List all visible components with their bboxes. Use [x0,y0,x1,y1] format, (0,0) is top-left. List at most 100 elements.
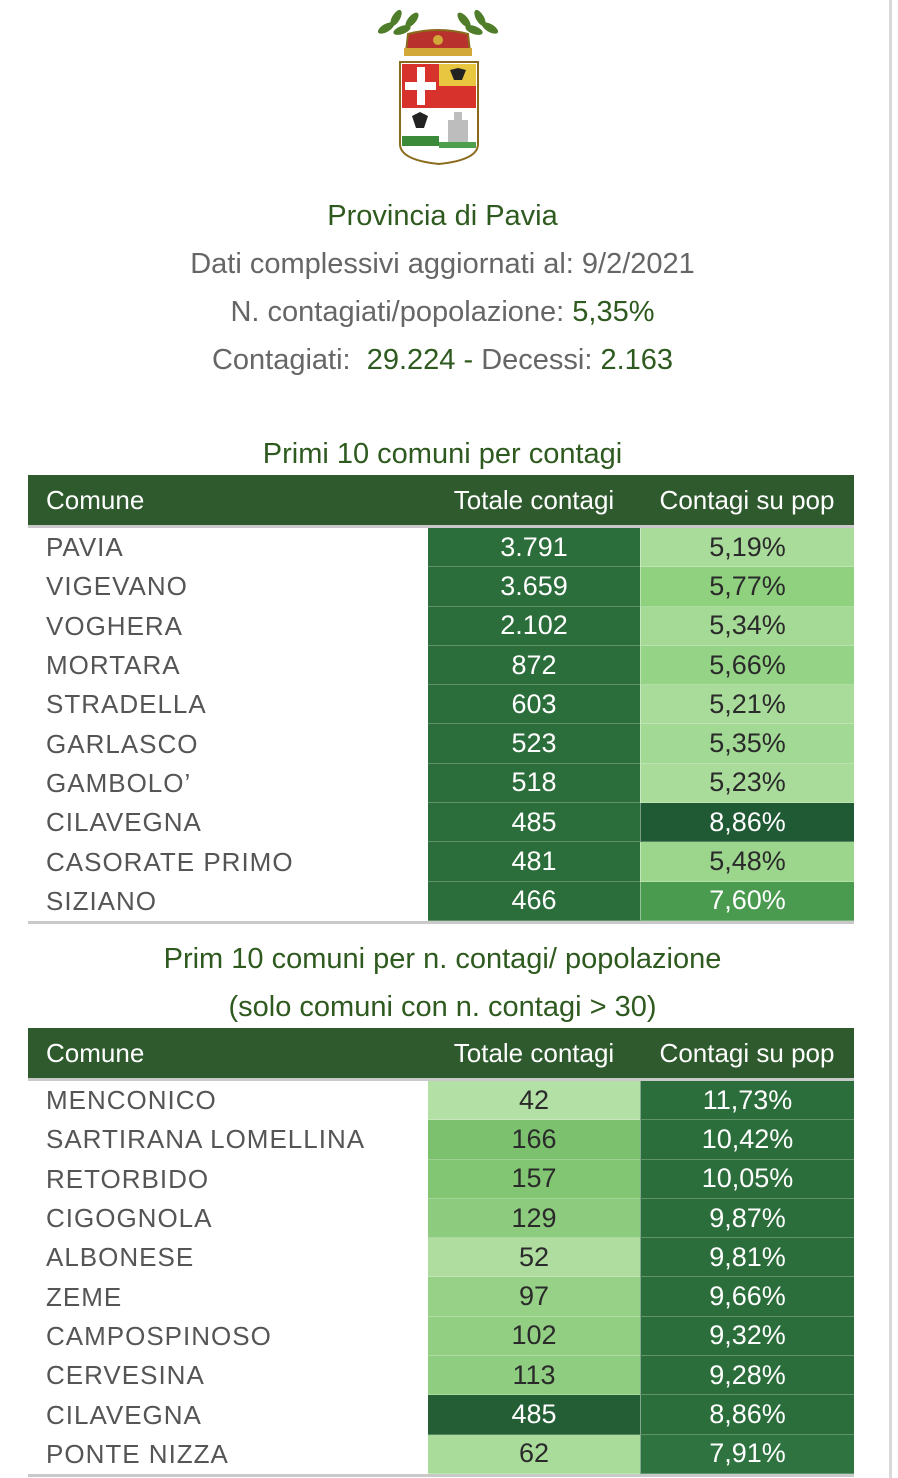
cell-comune: PAVIA [46,532,124,563]
cell-contagi-su-pop: 5,35% [640,724,854,764]
cell-comune: CIGOGNOLA [46,1203,213,1234]
cell-totale-contagi: 2.102 [428,606,640,646]
ratio-label: N. contagiati/popolazione: [230,296,565,328]
cell-comune: SIZIANO [46,885,158,916]
cell-comune: MENCONICO [46,1085,217,1116]
deaths-label: Decessi: [481,344,593,376]
cell-contagi-su-pop: 10,05% [640,1159,854,1199]
cell-totale-contagi: 603 [428,685,640,725]
cell-comune: CILAVEGNA [46,807,202,838]
cell-totale-contagi: 166 [428,1120,640,1160]
cell-totale-contagi: 42 [428,1081,640,1121]
cell-contagi-su-pop: 5,34% [640,606,854,646]
cell-contagi-su-pop: 7,91% [640,1434,854,1474]
cell-totale-contagi: 102 [428,1316,640,1357]
cell-contagi-su-pop: 5,77% [640,567,854,607]
cell-comune: CAMPOSPINOSO [46,1320,272,1351]
infected-label: Contagiati: [211,344,351,376]
totals-line: Contagiati: 29.224 - Decessi: 2.163 [0,336,885,384]
cell-contagi-su-pop: 5,66% [640,645,854,686]
table-body: MENCONICO 42 11,73% SARTIRANA LOMELLINA 166 1… [28,1081,854,1474]
cell-contagi-su-pop: 9,81% [640,1238,854,1278]
cell-comune: RETORBIDO [46,1163,210,1194]
table-bottom-divider [28,920,854,924]
cell-comune: ALBONESE [46,1242,195,1273]
column-header-pop: Contagi su pop [659,1037,835,1068]
table-row: CILAVEGNA 485 8,86% [28,1395,854,1435]
cell-comune: CERVESINA [46,1360,205,1391]
cell-totale-contagi: 485 [428,803,640,843]
table-row: MENCONICO 42 11,73% [28,1081,854,1121]
table-row: SIZIANO 466 7,60% [28,881,854,921]
column-header-comune: Comune [46,484,145,515]
table-row: ZEME 97 9,66% [28,1277,854,1317]
cell-totale-contagi: 157 [428,1159,640,1199]
table1-title: Primi 10 comuni per contagi [262,438,623,470]
table-row: GAMBOLO’ 518 5,23% [28,763,854,804]
table2-title-line2: (solo comuni con n. contagi > 30) [228,991,657,1023]
cell-contagi-su-pop: 5,21% [640,685,854,725]
cell-totale-contagi: 872 [428,645,640,686]
cell-contagi-su-pop: 5,19% [640,528,854,568]
column-header-totale: Totale contagi [453,1037,615,1068]
table-row: CIGOGNOLA 129 9,87% [28,1198,854,1239]
cell-totale-contagi: 52 [428,1238,640,1278]
cell-comune: SARTIRANA LOMELLINA [46,1124,366,1155]
cell-totale-contagi: 485 [428,1395,640,1435]
cell-totale-contagi: 3.659 [428,567,640,607]
cell-comune: STRADELLA [46,689,207,720]
cell-totale-contagi: 62 [428,1434,640,1474]
column-header-pop: Contagi su pop [659,484,835,515]
table-row: CAMPOSPINOSO 102 9,32% [28,1316,854,1357]
table-row: PONTE NIZZA 62 7,91% [28,1434,854,1474]
table-row: CASORATE PRIMO 481 5,48% [28,842,854,882]
summary-header: Provincia di Pavia Dati complessivi aggi… [0,192,885,384]
table-row: RETORBIDO 157 10,05% [28,1159,854,1199]
table-row: MORTARA 872 5,66% [28,645,854,686]
ratio-line: N. contagiati/popolazione: 5,35% [0,288,885,336]
updated-date: 9/2/2021 [581,248,695,280]
cell-comune: MORTARA [46,650,181,681]
deaths-value: 2.163 [600,344,674,376]
updated-line: Dati complessivi aggiornati al: 9/2/2021 [0,240,885,288]
table-row: CILAVEGNA 485 8,86% [28,803,854,843]
ratio-value: 5,35% [572,296,655,328]
table-row: ALBONESE 52 9,81% [28,1238,854,1278]
cell-contagi-su-pop: 9,66% [640,1277,854,1317]
cell-totale-contagi: 3.791 [428,528,640,568]
cell-comune: VOGHERA [46,610,184,641]
cell-contagi-su-pop: 8,86% [640,803,854,843]
cell-contagi-su-pop: 9,87% [640,1198,854,1239]
column-header-comune: Comune [46,1037,145,1068]
cell-contagi-su-pop: 5,48% [640,842,854,882]
table-body: PAVIA 3.791 5,19% VIGEVANO 3.659 5,77% VOGHERA… [28,528,854,921]
cell-comune: VIGEVANO [46,571,188,602]
table2-title-line1: Prim 10 comuni per n. contagi/ popolazio… [163,943,722,975]
top-ratio-table: Comune Totale contagi Contagi su pop MEN… [28,1028,854,1477]
table-row: PAVIA 3.791 5,19% [28,528,854,568]
cell-comune: GAMBOLO’ [46,767,192,798]
provincia-crest-logo [377,9,499,166]
cell-totale-contagi: 97 [428,1277,640,1317]
cell-contagi-su-pop: 7,60% [640,881,854,921]
cell-contagi-su-pop: 8,86% [640,1395,854,1435]
infected-value: 29.224 [366,344,456,376]
cell-totale-contagi: 113 [428,1356,640,1396]
totals-separator: - [463,344,474,376]
cell-totale-contagi: 523 [428,724,640,764]
table-row: VOGHERA 2.102 5,34% [28,606,854,646]
cell-comune: ZEME [46,1281,123,1312]
table-header: Comune Totale contagi Contagi su pop [28,475,854,528]
right-border [889,0,892,1478]
table-bottom-divider [28,1473,854,1477]
table-row: SARTIRANA LOMELLINA 166 10,42% [28,1120,854,1160]
table-row: CERVESINA 113 9,28% [28,1356,854,1396]
cell-totale-contagi: 466 [428,881,640,921]
cell-comune: CASORATE PRIMO [46,846,294,877]
top-infections-table: Comune Totale contagi Contagi su pop PAV… [28,475,854,924]
cell-totale-contagi: 481 [428,842,640,882]
cell-totale-contagi: 518 [428,763,640,804]
cell-contagi-su-pop: 11,73% [640,1081,854,1121]
cell-totale-contagi: 129 [428,1198,640,1239]
cell-contagi-su-pop: 9,28% [640,1356,854,1396]
